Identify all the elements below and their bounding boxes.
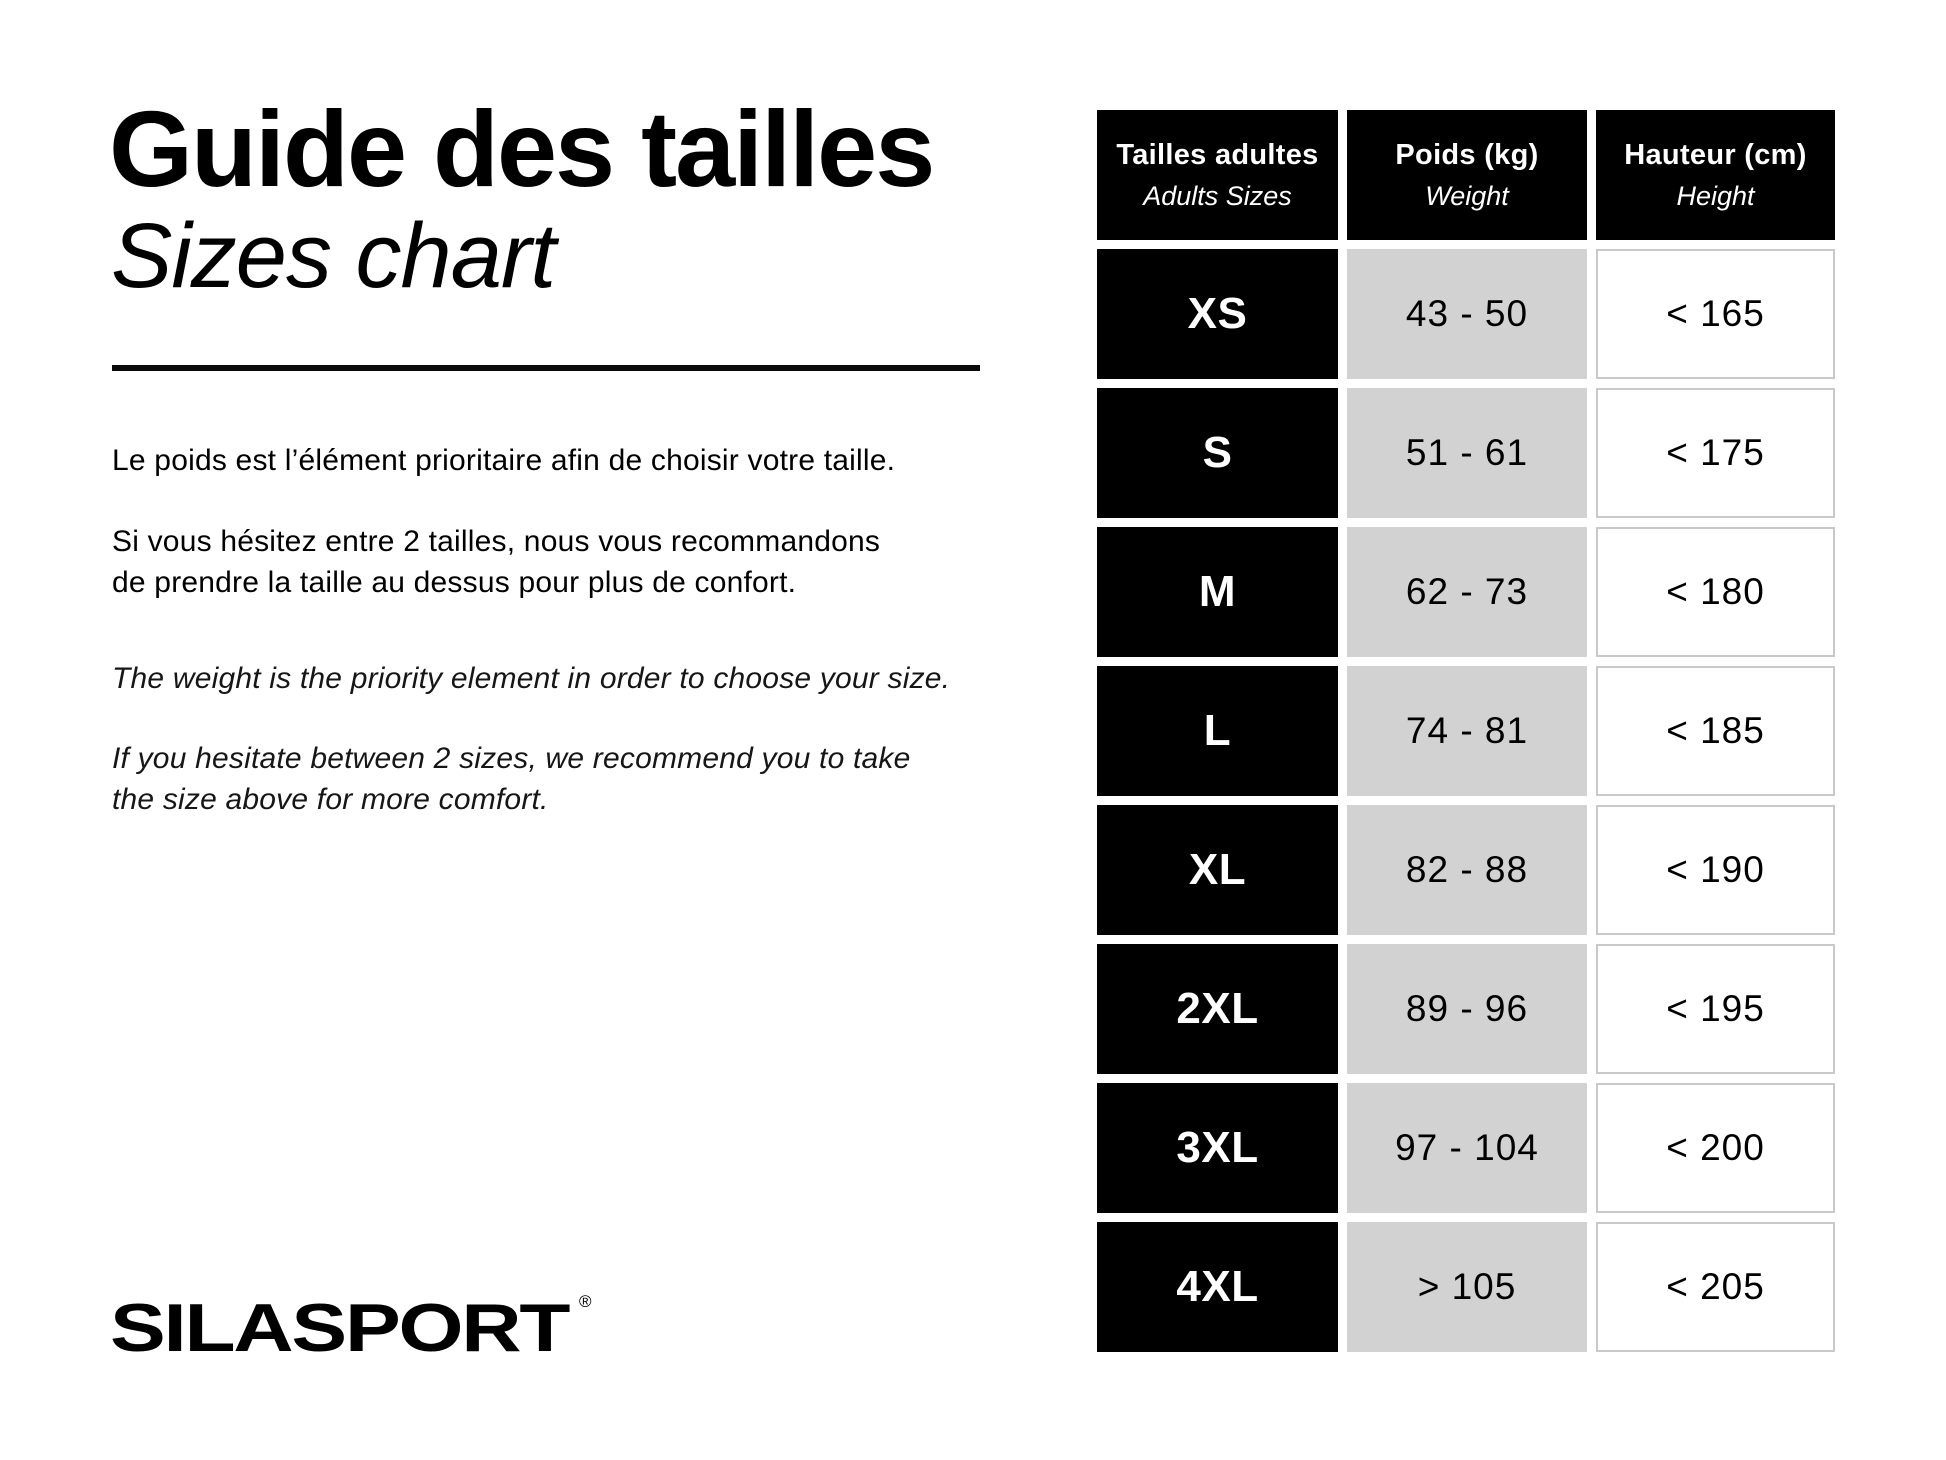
weight-cell-xs: 43 - 50: [1347, 249, 1587, 379]
size-cell-2xl: 2XL: [1097, 944, 1338, 1074]
size-cell-l: L: [1097, 666, 1338, 796]
brand-logo-wordmark: SILASPORT: [110, 1289, 570, 1366]
weight-cell-2xl: 89 - 96: [1347, 944, 1587, 1074]
page-subtitle: Sizes chart: [111, 205, 556, 307]
header-adult-sizes: Tailles adultes Adults Sizes: [1097, 110, 1338, 240]
intro-text-en-hesitate-line2: the size above for more comfort.: [112, 783, 549, 816]
height-cell-2xl: < 195: [1596, 944, 1835, 1074]
size-cell-4xl: 4XL: [1097, 1222, 1338, 1352]
height-cell-4xl: < 205: [1596, 1222, 1835, 1352]
header-weight-fr: Poids (kg): [1395, 138, 1539, 171]
header-adult-sizes-fr: Tailles adultes: [1116, 138, 1319, 171]
size-cell-s: S: [1097, 388, 1338, 518]
header-height-fr: Hauteur (cm): [1624, 138, 1807, 171]
weight-cell-m: 62 - 73: [1347, 527, 1587, 657]
height-cell-3xl: < 200: [1596, 1083, 1835, 1213]
registered-trademark-icon: ®: [578, 1292, 592, 1311]
intro-text-fr-hesitate: Si vous hésitez entre 2 tailles, nous vo…: [112, 521, 880, 603]
header-adult-sizes-en: Adults Sizes: [1143, 180, 1292, 211]
intro-text-fr-hesitate-line1: Si vous hésitez entre 2 tailles, nous vo…: [112, 525, 881, 558]
size-cell-m: M: [1097, 527, 1338, 657]
height-cell-m: < 180: [1596, 527, 1835, 657]
intro-text-fr-hesitate-line2: de prendre la taille au dessus pour plus…: [112, 566, 797, 599]
size-cell-xl: XL: [1097, 805, 1338, 935]
size-cell-3xl: 3XL: [1097, 1083, 1338, 1213]
height-cell-xs: < 165: [1596, 249, 1835, 379]
header-weight: Poids (kg) Weight: [1347, 110, 1587, 240]
size-chart-table: Tailles adultes Adults Sizes Poids (kg) …: [1097, 110, 1835, 1352]
intro-text-en-hesitate: If you hesitate between 2 sizes, we reco…: [112, 738, 911, 820]
header-weight-en: Weight: [1425, 180, 1509, 211]
weight-cell-xl: 82 - 88: [1347, 805, 1587, 935]
brand-logo: SILASPORT ®: [110, 1292, 591, 1368]
page-title: Guide des tailles: [109, 88, 935, 209]
weight-cell-3xl: 97 - 104: [1347, 1083, 1587, 1213]
weight-cell-l: 74 - 81: [1347, 666, 1587, 796]
intro-text-fr-weight: Le poids est l’élément prioritaire afin …: [112, 444, 896, 477]
divider-line: [112, 365, 980, 371]
height-cell-xl: < 190: [1596, 805, 1835, 935]
header-height-en: Height: [1676, 180, 1755, 211]
intro-text-en-hesitate-line1: If you hesitate between 2 sizes, we reco…: [112, 742, 911, 775]
height-cell-l: < 185: [1596, 666, 1835, 796]
size-cell-xs: XS: [1097, 249, 1338, 379]
header-height: Hauteur (cm) Height: [1596, 110, 1835, 240]
height-cell-s: < 175: [1596, 388, 1835, 518]
weight-cell-s: 51 - 61: [1347, 388, 1587, 518]
intro-text-en-weight: The weight is the priority element in or…: [112, 662, 951, 695]
weight-cell-4xl: > 105: [1347, 1222, 1587, 1352]
